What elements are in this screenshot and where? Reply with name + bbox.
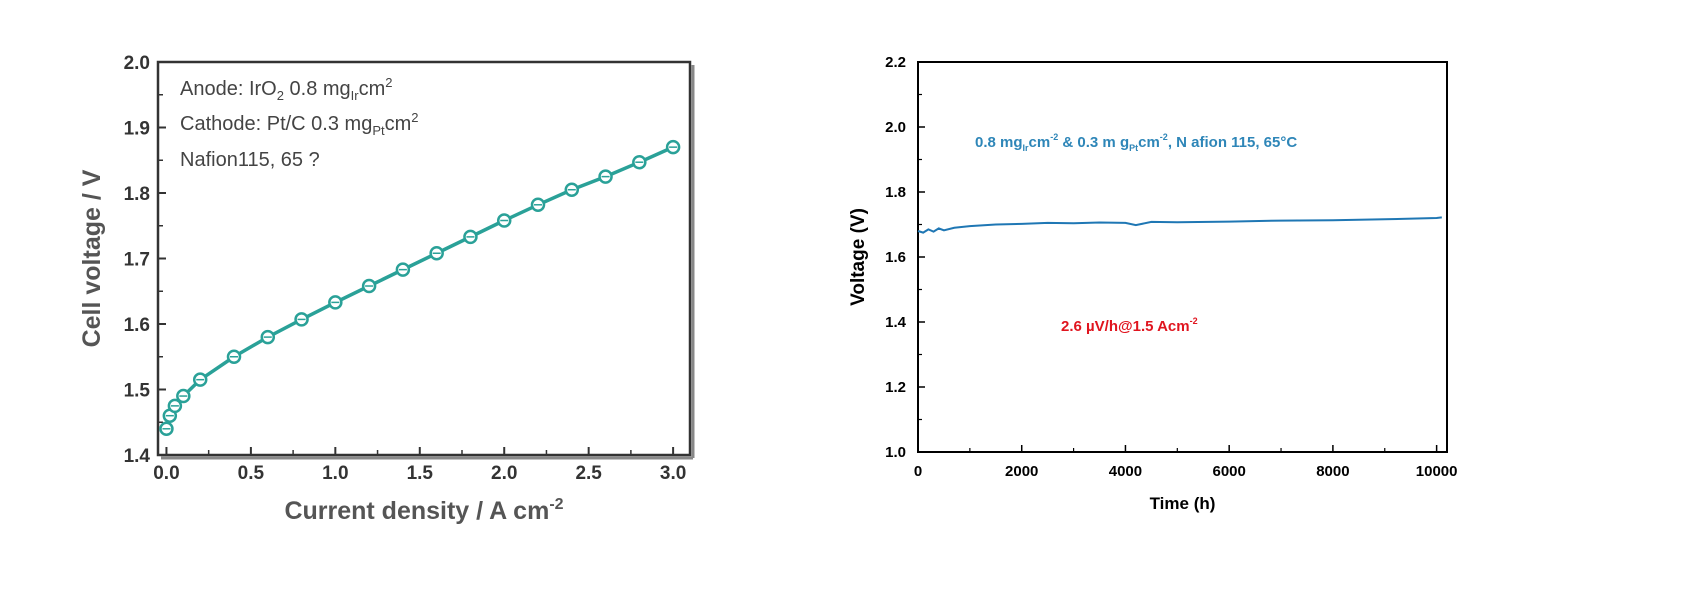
left-ticks: [158, 61, 675, 456]
left-chart: 0.0 0.5 1.0 1.5 2.0 2.5 3.0 1.4 1.5 1.6 1.7 1.8 1.9 2…: [78, 53, 695, 525]
right-series: [917, 216, 1442, 234]
left-x-tick-label: 2.0: [491, 463, 517, 484]
left-x-tick-label: 0.0: [153, 463, 179, 484]
right-ticks: [917, 61, 1438, 453]
right-tick-labels: 0 2000 4000 6000 8000 10000 1.0 1.2 1.4 1.6 1.8 2.0…: [885, 54, 1457, 480]
left-y-tick-label: 1.5: [124, 381, 151, 402]
left-x-tick-label: 0.5: [238, 463, 265, 484]
right-x-tick-label: 6000: [1212, 463, 1245, 480]
left-y-tick-label: 1.7: [124, 250, 150, 271]
right-plot-frame: [917, 61, 1448, 453]
right-annotation-conditions: 0.8 mgIrcm-2 & 0.3 m gPtcm-2, N afion 11…: [975, 132, 1297, 153]
right-x-axis-label: Time (h): [1150, 494, 1216, 513]
left-y-tick-label: 1.8: [124, 184, 150, 205]
left-y-tick-label: 1.6: [124, 315, 150, 336]
left-x-axis-label: Current density / A cm-2: [284, 496, 563, 525]
right-x-tick-label: 10000: [1416, 463, 1458, 480]
left-x-tick-label: 1.5: [407, 463, 434, 484]
left-y-tick-label: 1.9: [124, 119, 150, 140]
left-tick-labels: 0.0 0.5 1.0 1.5 2.0 2.5 3.0 1.4 1.5 1.6 1.7 1.8 1.9 2…: [124, 53, 687, 484]
left-y-tick-label: 1.4: [124, 446, 151, 467]
left-y-axis-label: Cell voltage / V: [78, 169, 106, 347]
right-y-tick-label: 2.2: [885, 54, 906, 71]
right-x-tick-label: 8000: [1316, 463, 1349, 480]
right-y-tick-label: 1.8: [885, 184, 906, 201]
right-chart: 0 2000 4000 6000 8000 10000 1.0 1.2 1.4 1.6 1.8 2.0…: [848, 54, 1457, 513]
left-annotation-membrane: Nafion115, 65 ?: [180, 149, 320, 171]
right-y-tick-label: 1.6: [885, 249, 906, 266]
right-annotation-degradation-rate: 2.6 µV/h@1.5 Acm-2: [1061, 316, 1198, 335]
right-x-tick-label: 2000: [1005, 463, 1038, 480]
right-x-tick-label: 4000: [1109, 463, 1142, 480]
left-x-tick-label: 1.0: [322, 463, 348, 484]
left-y-tick-label: 2.0: [124, 53, 150, 74]
left-series-line: [164, 145, 674, 430]
left-annotation-anode: Anode: IrO2 0.8 mgIrcm2: [180, 75, 393, 103]
right-y-tick-label: 1.0: [885, 444, 906, 461]
right-y-tick-label: 1.2: [885, 379, 906, 396]
right-y-tick-label: 1.4: [885, 314, 907, 331]
left-x-tick-label: 3.0: [660, 463, 686, 484]
left-series: [159, 139, 681, 437]
right-x-tick-label: 0: [914, 463, 922, 480]
right-y-tick-label: 2.0: [885, 119, 906, 136]
left-x-tick-label: 2.5: [575, 463, 602, 484]
left-annotation-cathode: Cathode: Pt/C 0.3 mgPtcm2: [180, 110, 419, 138]
right-y-axis-label: Voltage (V): [848, 208, 869, 306]
right-series-line: [917, 216, 1442, 234]
